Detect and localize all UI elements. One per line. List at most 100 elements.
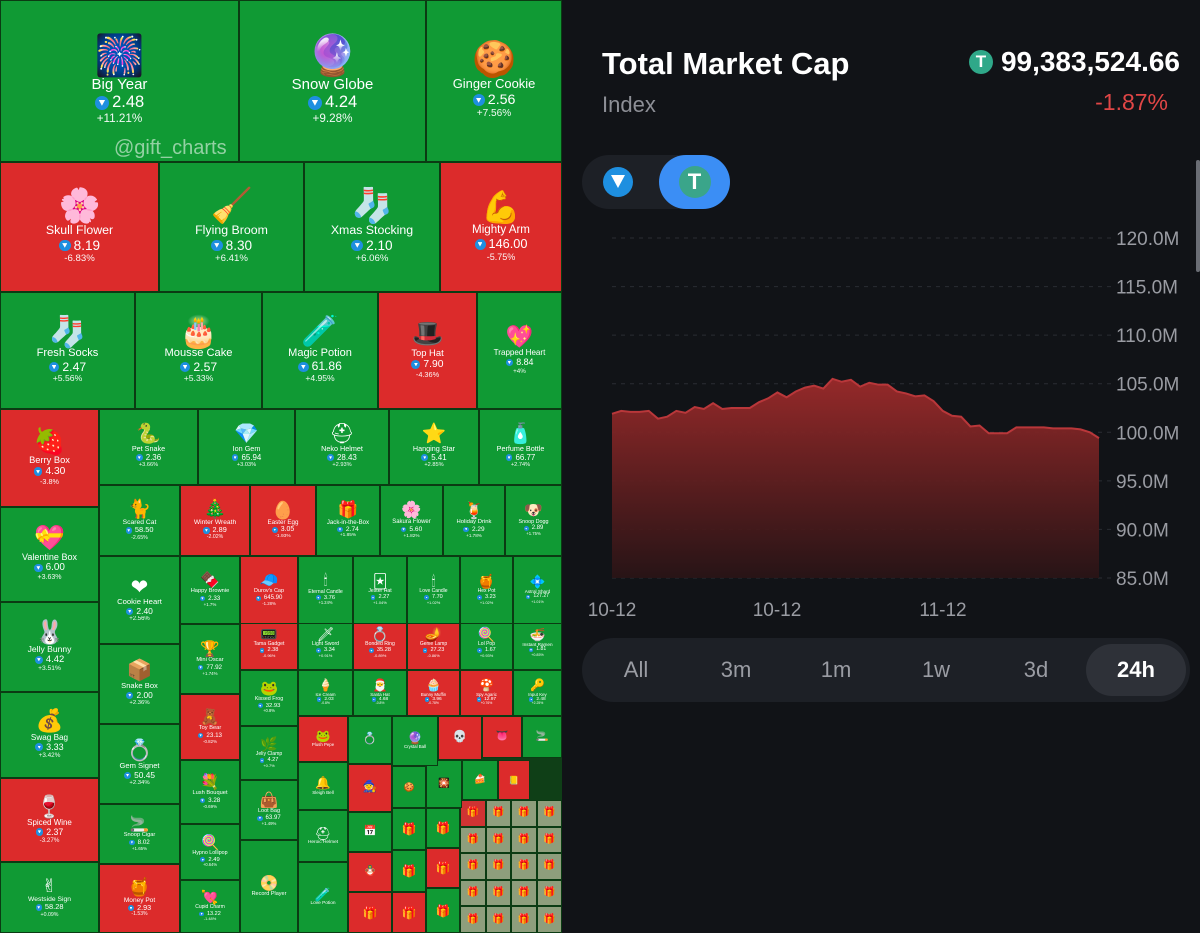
treemap-tile[interactable]: 🎅 Santa Hat 4.68 -0.8%	[353, 670, 407, 716]
treemap-tile[interactable]: 🔮 Snow Globe 4.24 +9.28%	[239, 0, 426, 162]
treemap-tile[interactable]: 🧦 Xmas Stocking 2.10 +6.06%	[304, 162, 440, 292]
treemap-tile[interactable]: 📟 Tama Gadget 2.38 -0.96%	[240, 616, 298, 670]
treemap-tile[interactable]: 🍭 Hypno Lollipop 2.49 +0.64%	[180, 824, 240, 880]
treemap-tile[interactable]: 🏆 Mini Oscar 77.92 +1.74%	[180, 624, 240, 694]
treemap-tile[interactable]: 💪 Mighty Arm 146.00 -5.75%	[440, 162, 562, 292]
treemap-tile[interactable]: 🌸 Skull Flower 8.19 -6.83%	[0, 162, 159, 292]
treemap-tile[interactable]: 💰 Swag Bag 3.33 +3.42%	[0, 692, 99, 778]
treemap-tile[interactable]: 🍫 Happy Brownie 2.33 +1.7%	[180, 556, 240, 624]
treemap-mini-tile[interactable]: 🎁	[392, 850, 426, 892]
currency-usdt-button[interactable]	[659, 155, 730, 209]
treemap-mini-tile[interactable]: 🎁	[486, 827, 512, 854]
treemap-tile[interactable]: 🪔 Genie Lamp 27.23 -0.86%	[407, 616, 460, 670]
treemap-mini-tile[interactable]: 🎁	[537, 827, 563, 854]
treemap-mini-tile[interactable]: 🎁	[486, 880, 512, 907]
treemap-mini-tile[interactable]: 🎁	[426, 848, 460, 888]
treemap-tile[interactable]: 🎄 Winter Wreath 2.89 -2.02%	[180, 485, 250, 556]
treemap-tile[interactable]: 🍄 Spy Agaric 12.97 +0.76%	[460, 670, 513, 716]
treemap-tile[interactable]: 🧢 Durov's Cap 645.90 -1.28%	[240, 556, 298, 624]
treemap-tile[interactable]: 🔔 Sleigh Bell	[298, 762, 348, 810]
treemap-tile[interactable]: 💀	[438, 716, 482, 760]
treemap-tile[interactable]: 🎩 Top Hat 7.90 -4.36%	[378, 292, 477, 409]
treemap-mini-tile[interactable]: 🎁	[426, 808, 460, 848]
treemap-tile[interactable]: 👜 Loot Bag 63.97 +1.49%	[240, 780, 298, 840]
treemap-mini-tile[interactable]: 🎁	[486, 906, 512, 933]
treemap-tile[interactable]: 👅	[482, 716, 522, 758]
treemap-tile[interactable]: 🧴 Perfume Bottle 66.77 +2.74%	[479, 409, 562, 485]
tab-all[interactable]: All	[586, 644, 686, 696]
tab-3m[interactable]: 3m	[686, 644, 786, 696]
treemap-mini-tile[interactable]: 🎁	[460, 880, 486, 907]
treemap-mini-tile[interactable]: 🎁	[426, 888, 460, 933]
treemap-mini-tile[interactable]: 🎁	[486, 800, 512, 827]
treemap-tile[interactable]: 🍭 Lol Pop 1.67 +0.93%	[460, 616, 513, 670]
treemap-mini-tile[interactable]: 🎁	[460, 853, 486, 880]
treemap-tile[interactable]: 💍	[348, 716, 392, 764]
tab-3d[interactable]: 3d	[986, 644, 1086, 696]
treemap-tile[interactable]: 🎂 Mousse Cake 2.57 +5.33%	[135, 292, 262, 409]
treemap-mini-tile[interactable]: 🎁	[348, 892, 392, 933]
treemap-tile[interactable]: 📦 Snake Box 2.00 +2.36%	[99, 644, 180, 724]
treemap-tile[interactable]: 💘 Cupid Charm 13.22 -1.48%	[180, 880, 240, 933]
treemap-tile[interactable]: 💍 Bonded Ring 35.28 -0.89%	[353, 616, 407, 670]
treemap-mini-tile[interactable]: 🎁	[392, 808, 426, 850]
treemap-mini-tile[interactable]: 🎁	[511, 906, 537, 933]
treemap-tile[interactable]: 🐍 Pet Snake 2.36 +3.66%	[99, 409, 198, 485]
treemap-tile[interactable]: 🥚 Easter Egg 3.05 -1.93%	[250, 485, 316, 556]
treemap-tile[interactable]: 💎 Ion Gem 65.94 +3.03%	[198, 409, 295, 485]
treemap-tile[interactable]: 🍓 Berry Box 4.30 -3.8%	[0, 409, 99, 507]
treemap-tile[interactable]: 🔮 Crystal Ball	[392, 716, 438, 766]
treemap-tile[interactable]: 🧙	[348, 764, 392, 812]
treemap-tile[interactable]: ⭐ Hanging Star 5.41 +2.85%	[389, 409, 479, 485]
treemap-tile[interactable]: ✌ Westside Sign 58.28 +0.09%	[0, 862, 99, 933]
treemap-tile[interactable]: 🃏 Jester Hat 2.27 +1.04%	[353, 556, 407, 624]
tab-1w[interactable]: 1w	[886, 644, 986, 696]
treemap-mini-tile[interactable]: 🎁	[511, 853, 537, 880]
treemap-mini-tile[interactable]: 🎁	[537, 906, 563, 933]
treemap-tile[interactable]: 🕯 Love Candle 7.70 +1.02%	[407, 556, 460, 624]
treemap-tile[interactable]: 📀 Record Player	[240, 840, 298, 933]
treemap-tile[interactable]: 🍦 Ice Cream 2.03 -0.8%	[298, 670, 353, 716]
treemap-mini-tile[interactable]: 🎁	[460, 906, 486, 933]
treemap-tile[interactable]: 📅	[348, 812, 392, 852]
treemap-mini-tile[interactable]: 🎁	[537, 853, 563, 880]
treemap-tile[interactable]: 🧁 Bunny Muffin 3.96 -0.78%	[407, 670, 460, 716]
treemap-tile[interactable]: 🍯 Money Pot 2.93 -1.53%	[99, 864, 180, 933]
treemap-tile[interactable]: 🌿 Jelly Clamp 4.27 +0.7%	[240, 726, 298, 780]
treemap-tile[interactable]: 🚬	[522, 716, 562, 758]
treemap-tile[interactable]: 🗡 Light Sword 3.34 +0.91%	[298, 616, 353, 670]
treemap-tile[interactable]: 🐶 Snoop Dogg 2.89 +1.75%	[505, 485, 562, 556]
treemap-tile[interactable]: 🍜 Instant Ramen 1.81 +0.85%	[513, 616, 562, 670]
treemap-tile[interactable]: 🍹 Holiday Drink 2.29 +1.78%	[443, 485, 505, 556]
treemap-mini-tile[interactable]: 🎁	[537, 880, 563, 907]
tab-24h[interactable]: 24h	[1086, 644, 1186, 696]
treemap-tile[interactable]: 🐸 Kissed Frog 32.93 +0.8%	[240, 670, 298, 726]
treemap-mini-tile[interactable]: 🎁	[392, 892, 426, 933]
treemap-tile[interactable]: 🎁 Jack-in-the-Box 2.74 +1.85%	[316, 485, 380, 556]
treemap-tile[interactable]: 💖 Trapped Heart 8.84 +4%	[477, 292, 562, 409]
treemap-tile[interactable]: 🧪 Love Potion	[298, 862, 348, 933]
treemap-mini-tile[interactable]: 🎁	[460, 800, 486, 827]
treemap-tile[interactable]: 🧦 Fresh Socks 2.47 +5.56%	[0, 292, 135, 409]
treemap-mini-tile[interactable]: 🎁	[511, 800, 537, 827]
treemap-mini-tile[interactable]: 🎁	[537, 800, 563, 827]
treemap-tile[interactable]: 💍 Gem Signet 50.45 +2.34%	[99, 724, 180, 804]
treemap-tile[interactable]: 🍰	[462, 760, 498, 800]
treemap-tile[interactable]: ⛑ Neko Helmet 28.43 +2.93%	[295, 409, 389, 485]
treemap-tile[interactable]: 🐰 Jelly Bunny 4.42 +3.51%	[0, 602, 99, 692]
treemap-tile[interactable]: 🎇	[426, 760, 462, 808]
treemap-tile[interactable]: 🧸 Toy Bear 23.13 -0.82%	[180, 694, 240, 760]
treemap-tile[interactable]: 💠 Astral Shard 127.27 +1.01%	[513, 556, 562, 624]
treemap-tile[interactable]: 🍪	[392, 766, 426, 808]
treemap-tile[interactable]: 🪆	[348, 852, 392, 892]
treemap-tile[interactable]: 🧪 Magic Potion 61.86 +4.95%	[262, 292, 378, 409]
currency-ton-button[interactable]	[582, 155, 654, 209]
treemap-tile[interactable]: 🐈 Scared Cat 58.50 -2.65%	[99, 485, 180, 556]
treemap-tile[interactable]: 🍷 Spiced Wine 2.37 -3.27%	[0, 778, 99, 862]
treemap-tile[interactable]: 💐 Lush Bouquet 3.28 -0.69%	[180, 760, 240, 824]
treemap-tile[interactable]: 📒	[498, 760, 530, 800]
treemap-mini-tile[interactable]: 🎁	[511, 827, 537, 854]
treemap-tile[interactable]: ⛑ Heroic Helmet	[298, 810, 348, 862]
treemap-tile[interactable]: 🧹 Flying Broom 8.30 +6.41%	[159, 162, 304, 292]
treemap-mini-tile[interactable]: 🎁	[460, 827, 486, 854]
